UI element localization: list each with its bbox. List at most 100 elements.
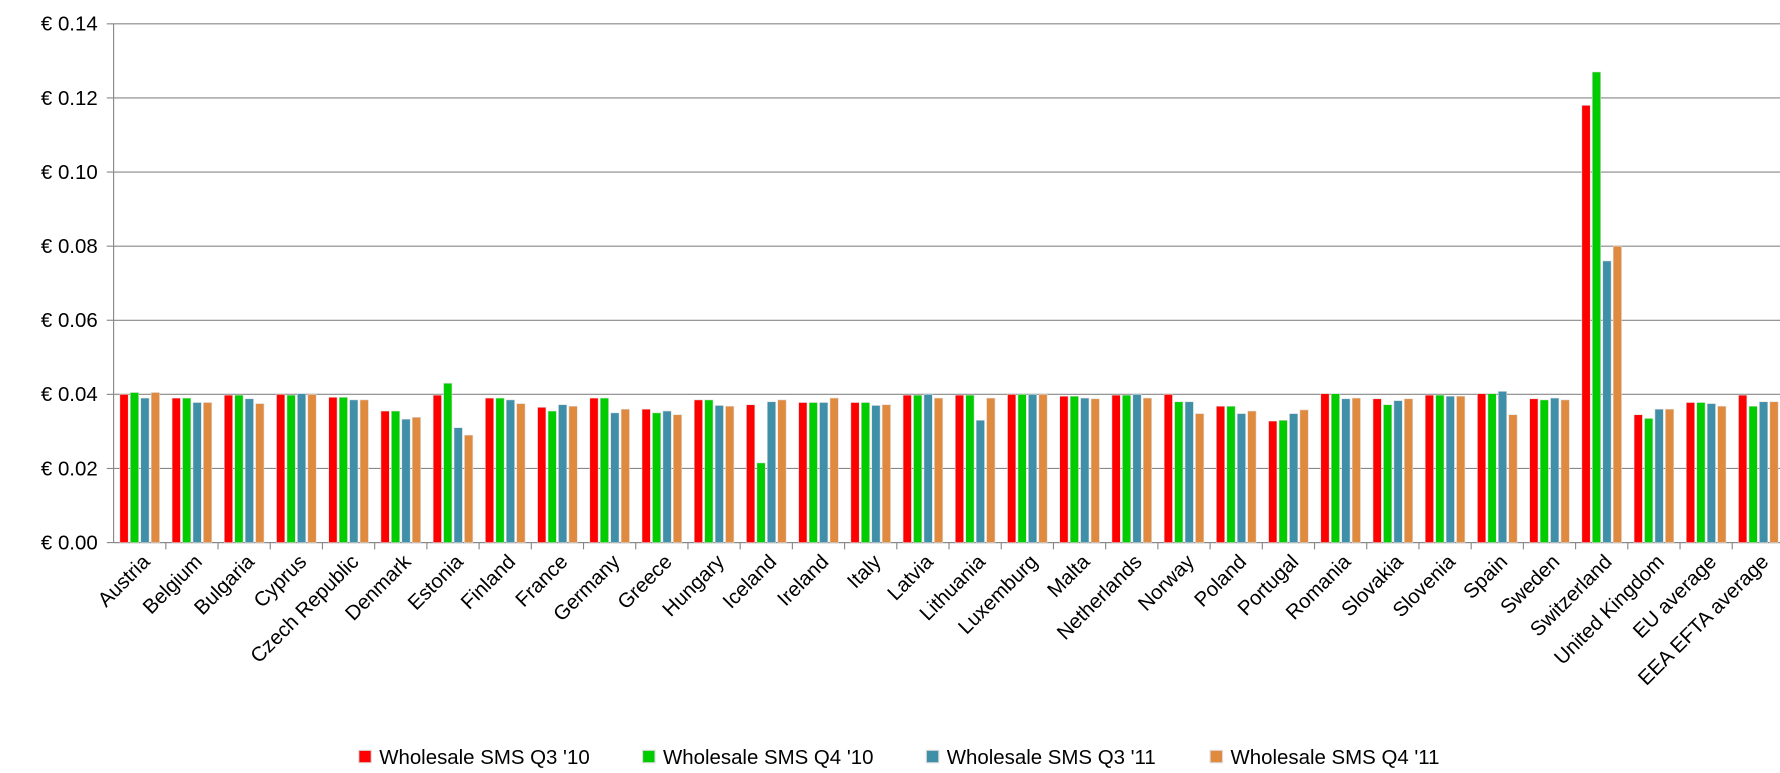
bar <box>1247 410 1257 543</box>
bar <box>234 394 244 543</box>
bar <box>1424 394 1434 543</box>
bar <box>1665 408 1675 543</box>
bar <box>485 397 494 543</box>
bar <box>558 404 568 543</box>
bar <box>516 403 526 543</box>
bar <box>1686 402 1695 543</box>
bar <box>1529 398 1539 543</box>
legend-label: Wholesale SMS Q4 '10 <box>663 747 873 769</box>
bar <box>1132 394 1142 543</box>
bar <box>1111 394 1121 543</box>
bar <box>349 399 359 543</box>
bar <box>714 405 724 543</box>
bar <box>203 402 213 543</box>
bar <box>328 397 338 543</box>
bar <box>1268 420 1278 543</box>
bar <box>850 402 860 543</box>
bar <box>1602 260 1612 543</box>
bar <box>1278 420 1288 543</box>
bar <box>1738 394 1748 543</box>
bar <box>1592 71 1601 543</box>
bar <box>1435 394 1445 543</box>
bar <box>871 405 881 543</box>
bar <box>192 402 202 543</box>
bar <box>725 405 735 543</box>
bar <box>1320 393 1330 543</box>
bar <box>255 403 265 543</box>
bar <box>923 394 933 543</box>
bar <box>1236 413 1246 543</box>
x-tick-label: Finland <box>457 551 520 614</box>
bar <box>620 408 630 543</box>
bar <box>1028 394 1038 543</box>
bar <box>746 404 756 543</box>
bar <box>432 394 442 543</box>
bar <box>1341 398 1351 543</box>
legend-label: Wholesale SMS Q4 '11 <box>1231 747 1440 769</box>
bar <box>1477 393 1487 543</box>
bar <box>453 427 463 543</box>
bar <box>182 397 192 543</box>
bar <box>599 397 609 543</box>
bar <box>1696 402 1706 543</box>
y-tick-label: € 0.06 <box>41 310 98 332</box>
bar <box>1717 405 1727 543</box>
bar <box>808 402 818 543</box>
bar <box>1038 394 1048 543</box>
bar <box>547 410 557 543</box>
bar <box>411 417 421 543</box>
y-tick-label: € 0.02 <box>41 458 98 480</box>
bar <box>1539 399 1549 543</box>
bar <box>1330 393 1340 543</box>
bar <box>1769 401 1779 543</box>
bar <box>1560 399 1570 543</box>
bar <box>359 399 369 543</box>
bar <box>693 399 703 543</box>
bar <box>777 399 787 543</box>
bar <box>1404 398 1413 543</box>
bar <box>380 410 390 543</box>
bar <box>1393 400 1403 543</box>
bar <box>1487 393 1497 543</box>
bar <box>224 394 233 543</box>
bar <box>934 397 944 543</box>
bar <box>297 393 307 543</box>
bar <box>1581 105 1591 543</box>
bar <box>1122 394 1132 543</box>
bar <box>1759 401 1769 543</box>
bar <box>1706 403 1716 543</box>
bar <box>119 394 129 543</box>
bar <box>965 394 975 543</box>
bar <box>1654 408 1664 543</box>
bar <box>1748 405 1758 543</box>
bar <box>130 392 139 543</box>
bar <box>1080 397 1090 543</box>
x-tick-label: Norway <box>1134 550 1199 615</box>
bar <box>1163 394 1173 543</box>
legend-label: Wholesale SMS Q3 '11 <box>947 747 1156 769</box>
bar <box>589 397 599 543</box>
bar <box>505 399 515 543</box>
bar <box>1142 397 1152 543</box>
bar <box>913 394 923 543</box>
bar <box>902 394 912 543</box>
bar <box>975 420 985 543</box>
bar <box>150 392 160 543</box>
bar <box>1508 414 1518 543</box>
bar <box>798 402 808 543</box>
bar <box>1612 245 1622 543</box>
y-tick-label: € 0.12 <box>41 88 98 110</box>
bar <box>861 402 870 543</box>
bar <box>1184 401 1194 543</box>
bar <box>1498 391 1507 543</box>
bar <box>244 398 254 543</box>
bar <box>495 397 505 543</box>
y-tick-label: € 0.00 <box>41 532 98 554</box>
bar <box>1059 395 1069 543</box>
bar <box>1456 395 1466 543</box>
bar <box>662 410 672 543</box>
y-tick-label: € 0.04 <box>41 384 98 406</box>
legend-swatch <box>641 749 656 764</box>
bar <box>1289 413 1299 543</box>
x-tick-label: Iceland <box>719 551 781 613</box>
